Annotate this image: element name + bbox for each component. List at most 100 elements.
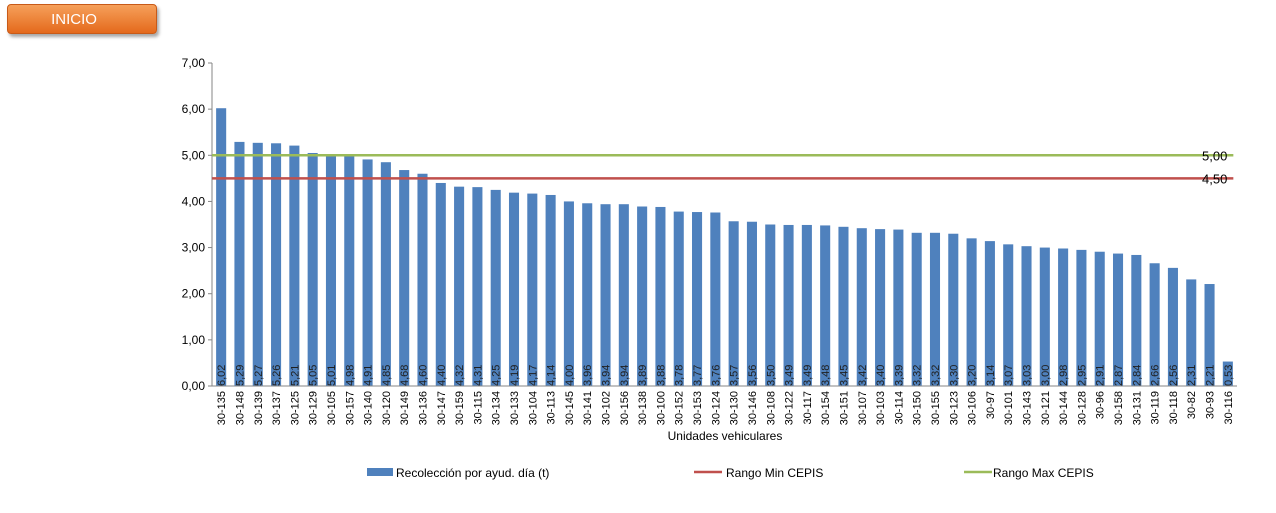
bar-data-label: 3,32	[930, 365, 942, 386]
bar	[417, 173, 428, 386]
bar	[380, 162, 391, 386]
legend-label: Recolección por ayud. día (t)	[396, 466, 549, 480]
bar-data-label: 4,14	[546, 365, 558, 386]
x-tick-label: 30-100	[655, 391, 667, 425]
x-tick-label: 30-146	[747, 391, 759, 425]
x-tick-label: 30-108	[765, 391, 777, 425]
bar-data-label: 4,40	[436, 365, 448, 386]
x-tick-label: 30-131	[1131, 391, 1143, 425]
bar	[984, 241, 995, 386]
x-tick-label: 30-151	[838, 391, 850, 425]
x-tick-label: 30-124	[710, 391, 722, 425]
bar-data-label: 2,87	[1113, 365, 1125, 386]
x-tick-label: 30-144	[1058, 391, 1070, 425]
bar	[1039, 247, 1050, 386]
x-tick-label: 30-140	[363, 391, 375, 425]
x-tick-label: 30-158	[1113, 391, 1125, 425]
x-tick-label: 30-102	[601, 391, 613, 425]
bar	[966, 238, 977, 386]
bar-data-label: 3,89	[637, 365, 649, 386]
bar	[820, 225, 831, 386]
bar	[1003, 244, 1014, 386]
bar	[472, 187, 483, 386]
x-tick-label: 30-106	[967, 391, 979, 425]
bar	[1076, 249, 1087, 386]
x-tick-label: 30-155	[930, 391, 942, 425]
bar-data-label: 4,68	[399, 365, 411, 386]
x-tick-label: 30-101	[1003, 391, 1015, 425]
x-axis-title: Unidades vehiculares	[668, 429, 783, 443]
bar	[344, 156, 355, 386]
bar	[216, 108, 227, 386]
x-tick-label: 30-114	[893, 391, 905, 424]
bar	[1186, 279, 1197, 386]
x-tick-label: 30-125	[289, 391, 301, 425]
bar	[325, 154, 337, 386]
bar	[600, 204, 611, 386]
bar-data-label: 4,17	[527, 365, 539, 386]
x-tick-label: 30-103	[875, 391, 887, 425]
bar-data-label: 3,94	[601, 365, 613, 386]
bar	[563, 201, 574, 386]
x-tick-label: 30-152	[674, 391, 686, 425]
y-axis: 0,00 1,00 2,00 3,00 4,00 5,00 6,00 7,00	[182, 56, 213, 393]
bar-data-label: 0,53	[1223, 365, 1235, 386]
bar	[399, 170, 410, 386]
bar-data-label: 2,31	[1186, 365, 1198, 386]
x-tick-label: 30-145	[564, 391, 576, 425]
bar-data-label: 5,27	[253, 365, 265, 386]
bars: 6,02 5,29 5,27 5,26 5,21 5,05 5,01 4,98 4,91 4,85…	[216, 108, 1235, 386]
y-tick-label: 6,00	[182, 102, 206, 116]
y-tick-label: 1,00	[182, 333, 206, 347]
x-tick-label: 30-117	[802, 391, 814, 424]
bar-data-label: 3,88	[655, 365, 667, 386]
x-tick-label: 30-147	[436, 391, 448, 425]
x-tick-label: 30-128	[1076, 391, 1088, 425]
bar-data-label: 5,29	[234, 365, 246, 386]
bar	[362, 159, 373, 386]
bar-data-label: 4,00	[564, 365, 576, 386]
inicio-button[interactable]: INICIO	[7, 4, 157, 34]
x-tick-label: 30-148	[234, 391, 246, 425]
y-tick-label: 0,00	[182, 379, 206, 393]
x-tick-label: 30-134	[491, 391, 503, 425]
bar	[435, 182, 446, 386]
bar-data-label: 3,32	[912, 365, 924, 386]
bar-data-label: 4,19	[509, 365, 521, 386]
x-tick-label: 30-139	[253, 391, 265, 425]
bar	[783, 224, 794, 386]
x-tick-label: 30-141	[582, 391, 594, 425]
bar	[838, 226, 849, 386]
x-tick-label: 30-138	[637, 391, 649, 425]
bar	[454, 186, 465, 386]
bar	[692, 212, 703, 386]
y-tick-label: 3,00	[182, 241, 206, 255]
bar	[1222, 361, 1233, 386]
bar-data-label: 3,07	[1003, 365, 1015, 386]
legend-swatch-bar	[367, 468, 393, 476]
bar	[271, 143, 282, 386]
x-tick-label: 30-149	[399, 391, 411, 425]
x-tick-label: 30-137	[271, 391, 283, 425]
x-tick-label: 30-116	[1223, 391, 1235, 424]
x-tick-label: 30-93	[1205, 391, 1217, 419]
x-tick-label: 30-130	[729, 391, 741, 425]
x-axis: 30-135 30-148 30-139 30-137 30-125 30-129 30-1…	[212, 385, 1237, 425]
bar	[490, 189, 501, 386]
bar-data-label: 4,85	[381, 365, 393, 386]
x-tick-label: 30-143	[1022, 391, 1034, 425]
bar	[875, 229, 886, 386]
bar-data-label: 3,56	[747, 365, 759, 386]
bar	[1094, 251, 1105, 386]
bar	[289, 145, 300, 386]
bar	[893, 229, 904, 386]
bar	[527, 193, 538, 386]
bar-data-label: 2,98	[1058, 365, 1070, 386]
reference-lines: 4,50 5,00	[212, 148, 1234, 186]
x-tick-label: 30-115	[472, 391, 484, 424]
bar	[582, 203, 593, 386]
bar-data-label: 5,01	[326, 365, 338, 386]
y-tick-label: 4,00	[182, 194, 206, 208]
x-tick-label: 30-120	[381, 391, 393, 425]
